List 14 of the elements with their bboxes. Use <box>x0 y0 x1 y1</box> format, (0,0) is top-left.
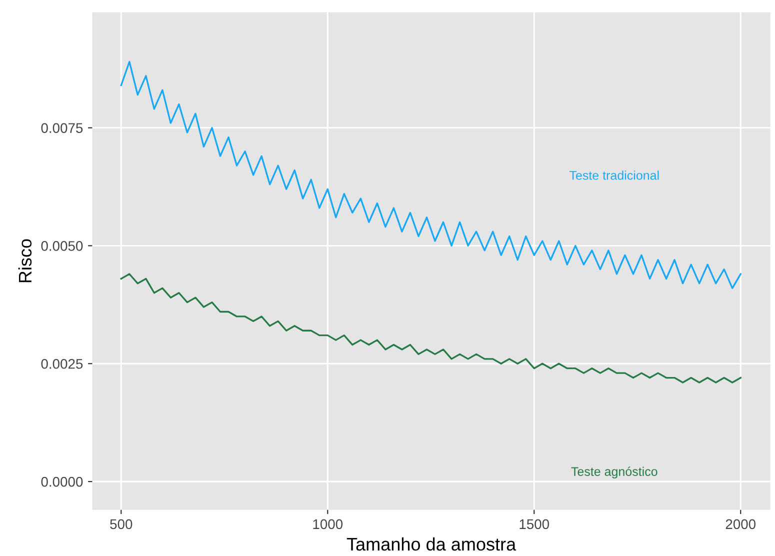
x-tick-label: 500 <box>110 519 132 530</box>
x-tick-label: 1500 <box>520 519 550 530</box>
y-tick-label: 0.0050 <box>41 241 83 251</box>
x-tick-label: 2000 <box>726 519 756 530</box>
y-tick-label: 0.0000 <box>41 476 83 487</box>
y-axis-title: Risco <box>18 239 32 282</box>
line-series <box>120 60 742 289</box>
y-tick-label: 0.0025 <box>41 358 83 369</box>
y-tick-label: 0.0075 <box>41 123 83 133</box>
text: Teste agnóstico <box>571 466 658 478</box>
x-tick-label: 1000 <box>313 519 343 530</box>
text: Teste tradicional <box>570 170 659 180</box>
x-axis-title: Tamanho da amostra <box>346 537 516 551</box>
line-series <box>120 273 742 384</box>
